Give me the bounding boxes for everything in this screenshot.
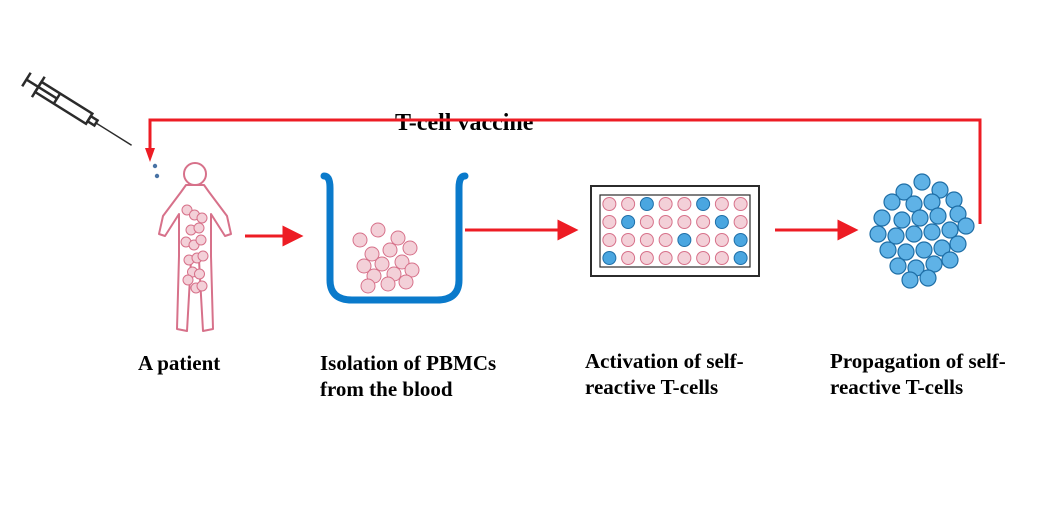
forward-arrows — [0, 0, 1044, 508]
diagram-stage: T-cell vaccine A patientIsolation of PBM… — [0, 0, 1044, 508]
step-label-activation: Activation of self-reactive T-cells — [585, 348, 785, 401]
step-label-patient: A patient — [138, 350, 288, 376]
step-label-isolation: Isolation of PBMCs from the blood — [320, 350, 540, 403]
step-label-propagation: Propagation of self-reactive T-cells — [830, 348, 1020, 401]
